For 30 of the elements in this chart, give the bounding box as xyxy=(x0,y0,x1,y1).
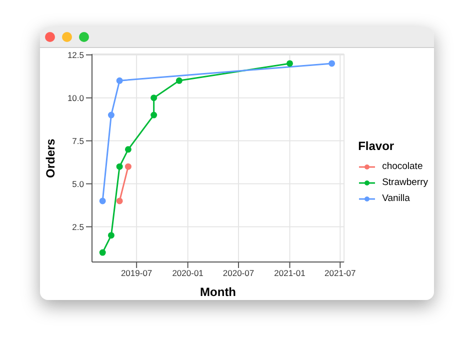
point xyxy=(176,77,182,84)
x-axis-title: Month xyxy=(200,285,236,299)
point xyxy=(99,198,106,204)
legend-label: Strawberry xyxy=(381,177,428,188)
point xyxy=(150,94,158,102)
point xyxy=(150,112,158,118)
point xyxy=(124,146,132,153)
point xyxy=(99,249,106,256)
legend-label: chocolate xyxy=(381,161,424,172)
y-tick-label: 10.0 xyxy=(67,92,84,103)
point xyxy=(286,60,293,67)
y-tick-label: 12.5 xyxy=(67,50,84,60)
legend-title: Flavor xyxy=(358,139,396,153)
point xyxy=(108,232,114,239)
legend-label: Vanilla xyxy=(381,193,411,204)
y-tick-label: 7.5 xyxy=(72,136,84,146)
point xyxy=(108,112,114,118)
y-axis-title: Orders xyxy=(43,138,58,178)
x-tick-label: 2021-01 xyxy=(274,268,306,278)
y-tick-label: 2.5 xyxy=(72,222,84,232)
x-tick-label: 2021-07 xyxy=(324,268,356,278)
x-tick-label: 2020-07 xyxy=(222,268,254,278)
x-tick-label: 2019-07 xyxy=(120,268,152,278)
point xyxy=(116,163,123,170)
x-tick-label: 2020-01 xyxy=(172,268,204,278)
y-tick-label: 5.0 xyxy=(72,178,84,189)
point xyxy=(328,60,336,67)
point xyxy=(116,198,123,204)
point xyxy=(124,163,132,170)
point xyxy=(116,77,123,84)
